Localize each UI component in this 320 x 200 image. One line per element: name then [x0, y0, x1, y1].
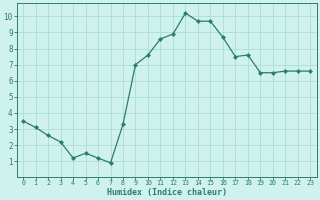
X-axis label: Humidex (Indice chaleur): Humidex (Indice chaleur)	[107, 188, 227, 197]
